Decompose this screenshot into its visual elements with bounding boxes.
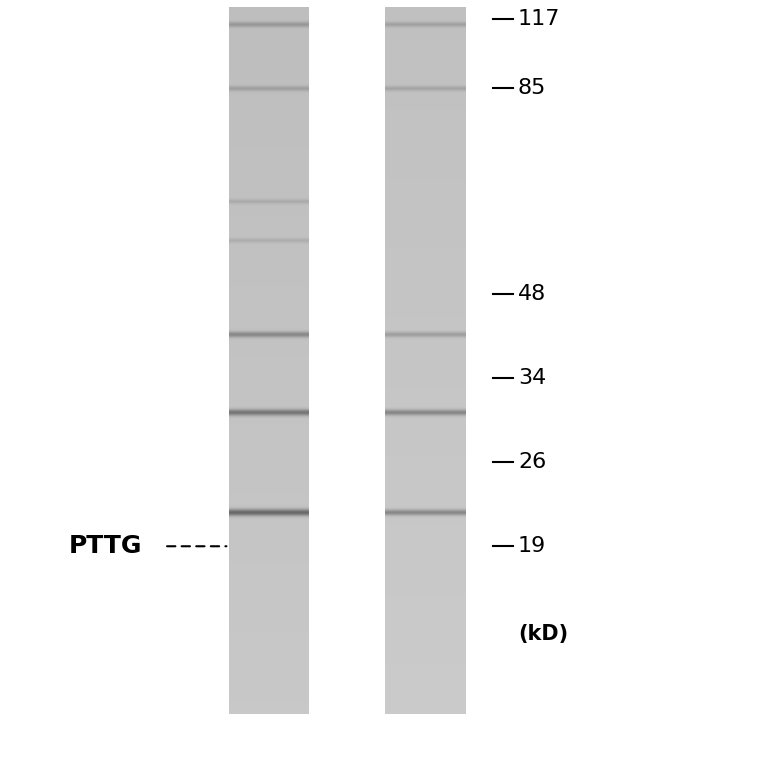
Text: 26: 26 [518, 452, 546, 472]
Text: 48: 48 [518, 284, 546, 304]
Text: 85: 85 [518, 78, 546, 98]
Text: 19: 19 [518, 536, 546, 556]
Text: 34: 34 [518, 368, 546, 388]
Text: 117: 117 [518, 9, 560, 29]
Text: PTTG: PTTG [69, 534, 142, 558]
Text: (kD): (kD) [518, 624, 568, 644]
